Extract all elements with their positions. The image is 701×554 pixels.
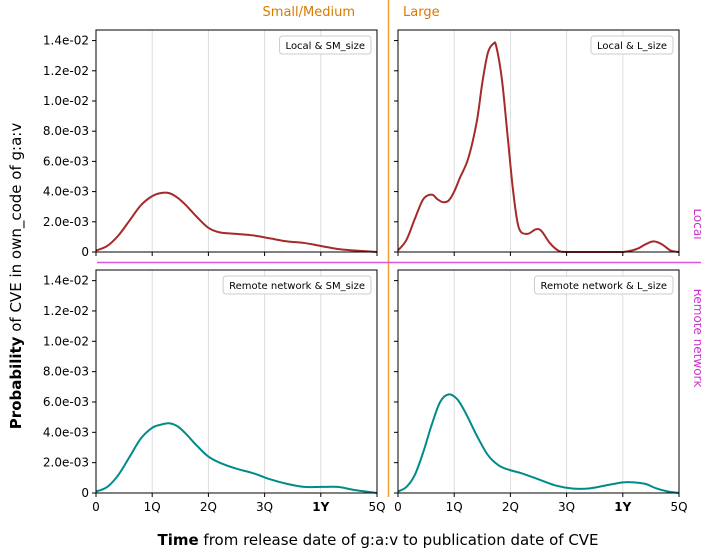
- y-tick-label: 4.0e-03: [43, 425, 89, 439]
- y-tick-label: 1.4e-02: [43, 34, 89, 48]
- x-axis-label-rest: from release date of g:a:v to publicatio…: [199, 531, 599, 549]
- series-line: [95, 422, 378, 494]
- column-label-large: Large: [403, 5, 440, 20]
- axes-frame: [397, 29, 680, 253]
- x-tick-label: 1Q: [446, 500, 463, 514]
- y-axis-label: Probability of CVE in own_code of g:a:v: [7, 123, 26, 430]
- row-label-local: Local: [691, 208, 701, 239]
- series-line: [95, 191, 378, 253]
- panel-top-left: 0 2.0e-03 4.0e-03 6.0e-03 8.0e-03 1.0e-02 1.2e…: [43, 29, 378, 259]
- x-tick-label: 1Y: [614, 500, 631, 514]
- y-axis-label-bold: Probability: [7, 336, 25, 429]
- column-label-small-medium: Small/Medium: [263, 5, 355, 20]
- x-axis-label: Time from release date of g:a:v to publi…: [157, 531, 598, 549]
- legend-label: Local & L_size: [597, 41, 667, 52]
- y-tick-label: 1.4e-02: [43, 274, 89, 288]
- legend-box: [279, 35, 372, 55]
- y-tick-label: 1.0e-02: [43, 94, 89, 108]
- x-tick-label: 2Q: [200, 500, 217, 514]
- axes-frame: [397, 269, 680, 494]
- x-tick-label: 3Q: [256, 500, 273, 514]
- row-label-remote-network: Remote network: [691, 289, 701, 388]
- y-axis-label-rest: of CVE in own_code of g:a:v: [7, 123, 26, 337]
- y-tick-label: 8.0e-03: [43, 365, 89, 379]
- x-tick-label: 0: [394, 500, 402, 514]
- y-tick-label: 1.2e-02: [43, 304, 89, 318]
- series-line: [397, 393, 680, 494]
- x-tick-label: 3Q: [558, 500, 575, 514]
- y-tick-label: 6.0e-03: [43, 395, 89, 409]
- panel-top-right: Local & L_size: [394, 29, 680, 256]
- legend-label: Local & SM_size: [286, 41, 365, 52]
- legend-box: [222, 275, 372, 295]
- x-tick-label: 0: [92, 500, 100, 514]
- panels: 0 2.0e-03 4.0e-03 6.0e-03 8.0e-03 1.0e-02 1.2e…: [43, 29, 688, 514]
- axes-frame: [95, 269, 378, 494]
- legend-box: [534, 275, 674, 295]
- x-tick-label: 1Y: [312, 500, 329, 514]
- axes-frame: [95, 29, 378, 253]
- x-tick-label: 1Q: [144, 500, 161, 514]
- legend-label: Remote network & L_size: [541, 281, 668, 292]
- x-axis-label-bold: Time: [157, 531, 198, 549]
- x-tick-label: 5Q: [368, 500, 385, 514]
- y-tick-label: 0: [81, 245, 89, 259]
- y-tick-label: 2.0e-03: [43, 215, 89, 229]
- y-tick-label: 6.0e-03: [43, 154, 89, 168]
- y-tick-label: 0: [81, 486, 89, 500]
- y-tick-label: 4.0e-03: [43, 185, 89, 199]
- y-tick-label: 2.0e-03: [43, 456, 89, 470]
- panel-bottom-left: 0 2.0e-03 4.0e-03 6.0e-03 8.0e-03 1.0e-02 1.2e…: [43, 269, 386, 514]
- panel-bottom-right: 0 1Q 2Q 3Q 1Y 5Q Remote network & L_size: [394, 269, 688, 514]
- x-tick-label: 2Q: [502, 500, 519, 514]
- y-tick-label: 1.0e-02: [43, 334, 89, 348]
- legend-label: Remote network & SM_size: [229, 281, 365, 292]
- y-tick-label: 1.2e-02: [43, 64, 89, 78]
- series-line: [397, 41, 680, 253]
- legend-box: [590, 35, 674, 55]
- y-tick-label: 8.0e-03: [43, 124, 89, 138]
- x-tick-label: 5Q: [670, 500, 687, 514]
